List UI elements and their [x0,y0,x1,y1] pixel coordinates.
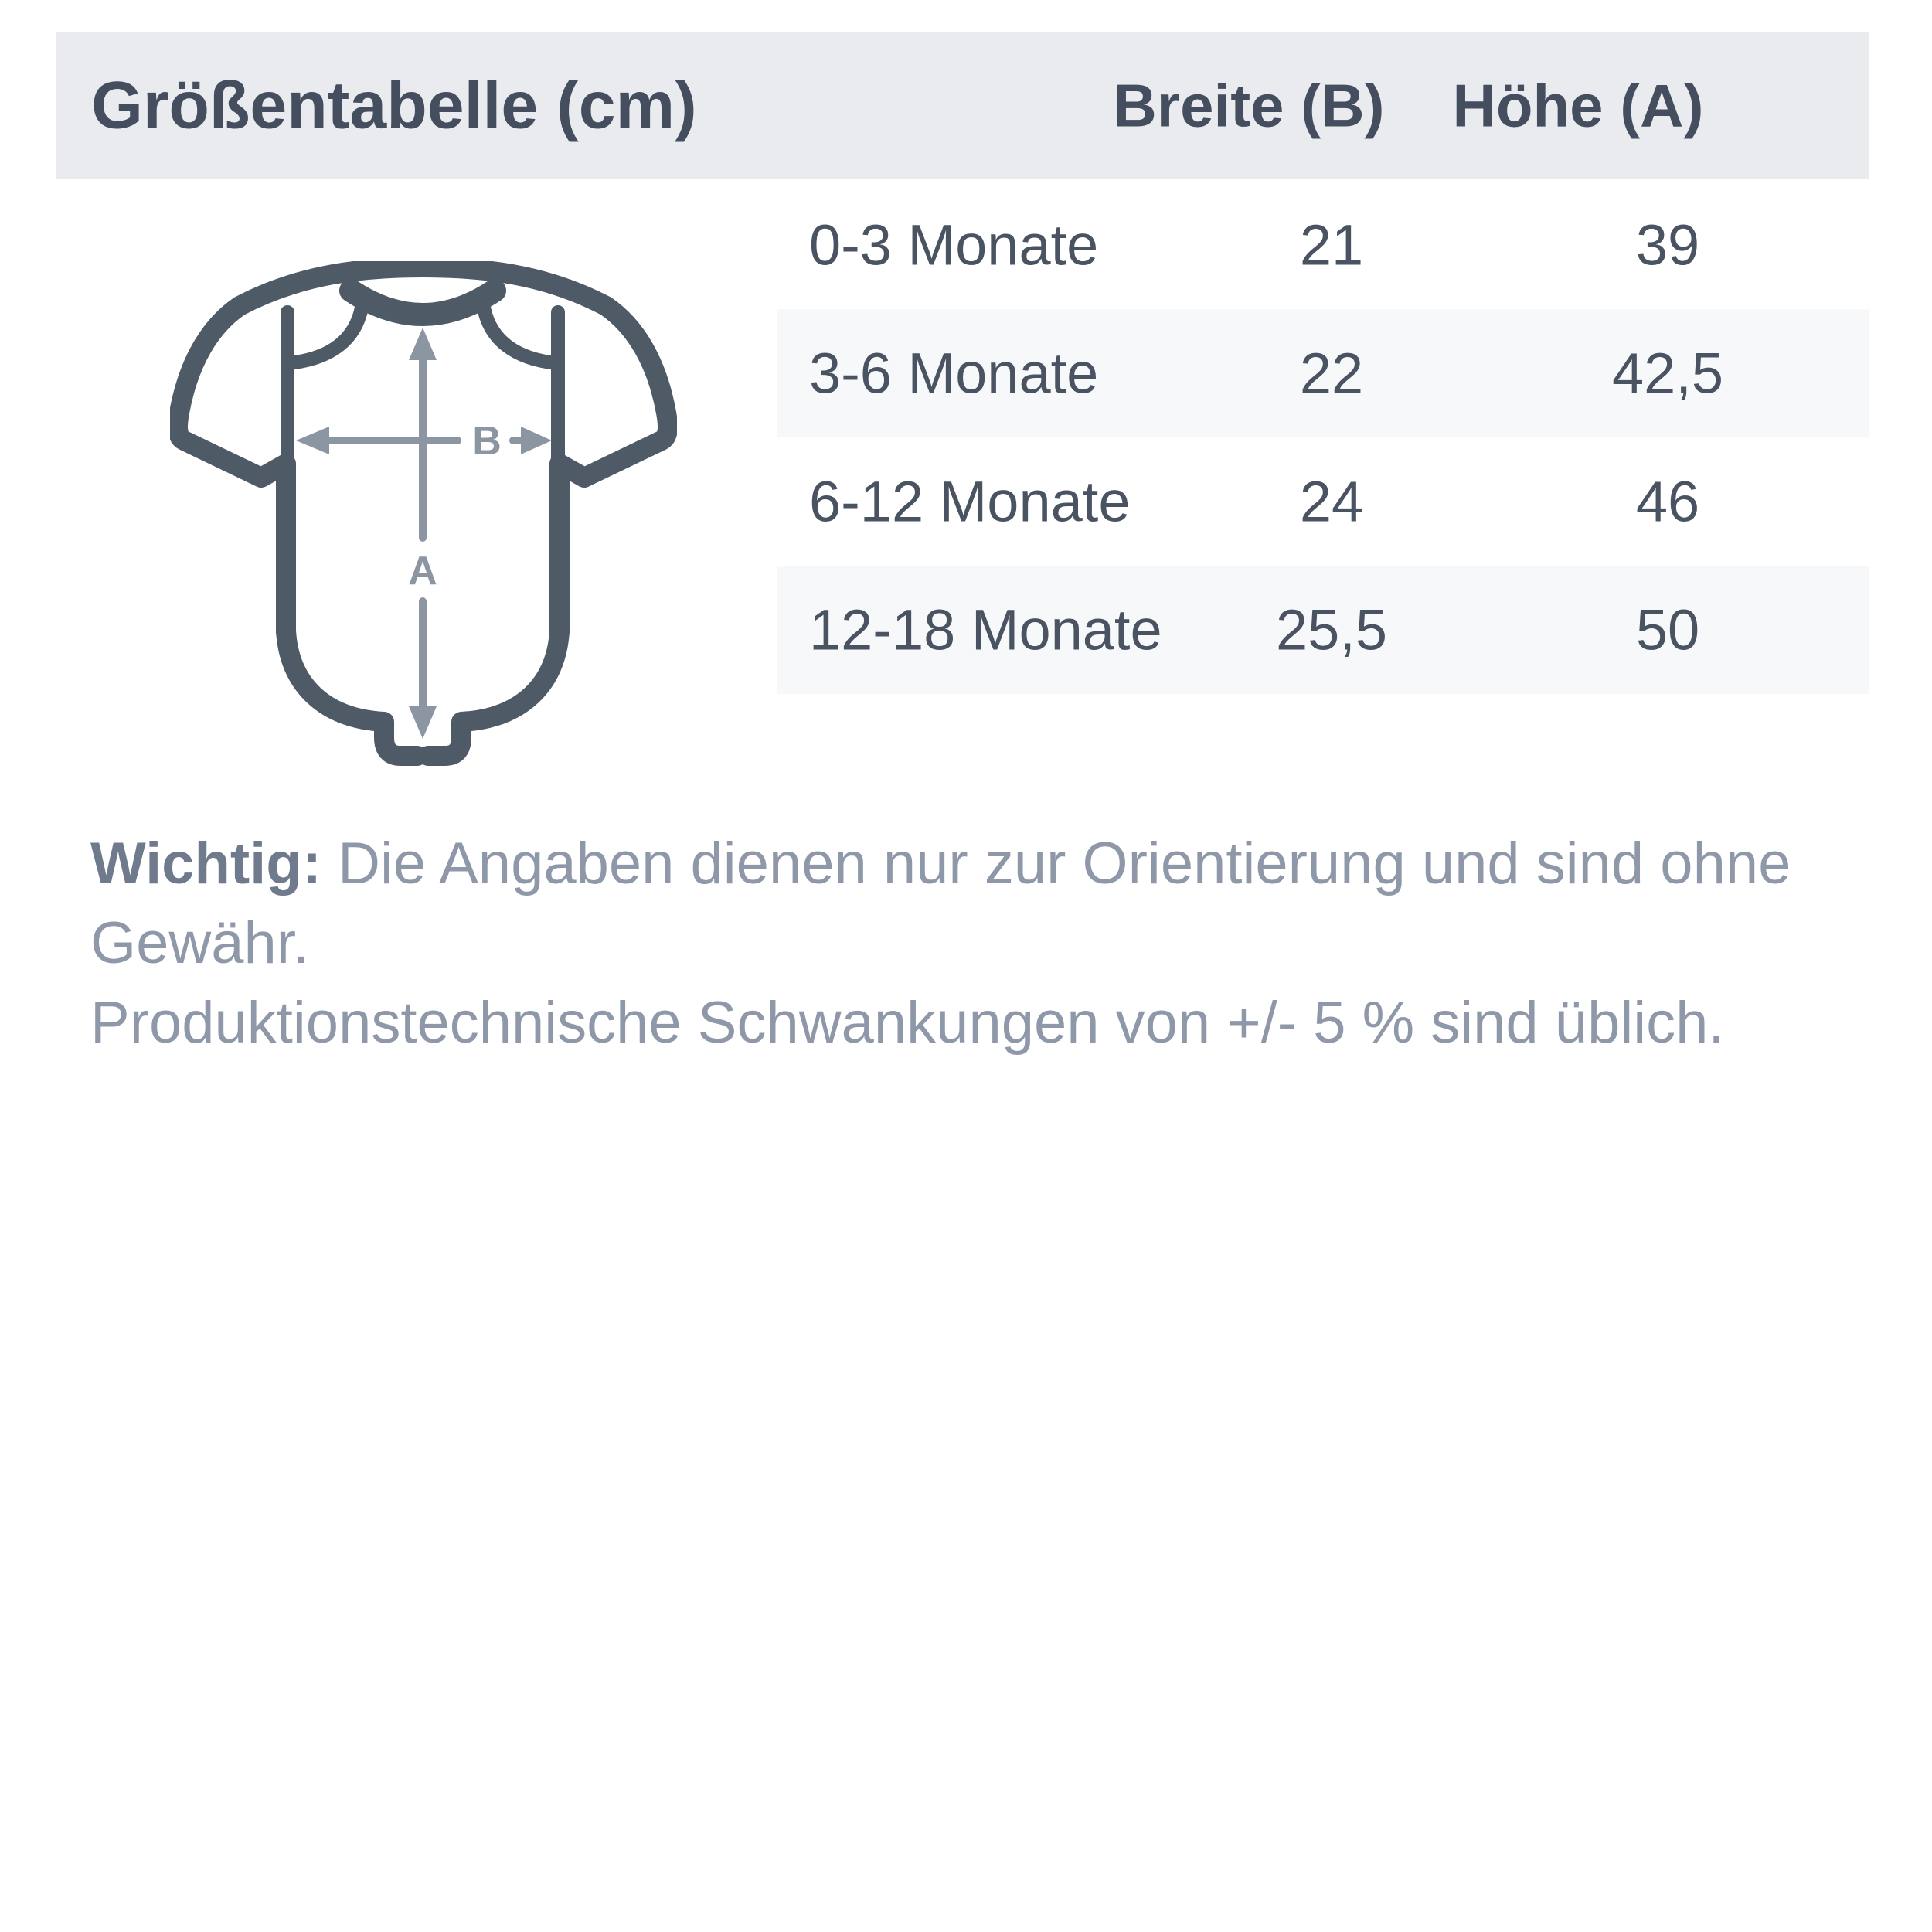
disclaimer-line2: Produktionstechnische Schwankungen von +… [90,990,1725,1056]
disclaimer-lead: Wichtig: [90,831,322,896]
breite-value: 21 [1299,213,1364,277]
right-sleeve [549,296,677,642]
breite-value: 22 [1299,341,1364,406]
left-sleeve [170,296,296,642]
hoehe-value: 50 [1635,597,1700,662]
right-leg-curve [418,621,570,766]
bodysuit-diagram: B A [170,261,677,781]
measure-lines [321,352,528,713]
hoehe-value: 42,5 [1611,341,1724,406]
size-chart-header: Größentabelle (cm) Breite (B) Höhe (A) [56,32,1869,179]
hoehe-value: 46 [1635,469,1700,534]
disclaimer-note: Wichtig: Die Angaben dienen nur zur Orie… [90,824,1868,1063]
height-label-a: A [408,549,437,594]
measure-arrowheads [296,328,552,739]
breite-value: 25,5 [1275,597,1388,662]
arrowhead-down [409,706,437,739]
row-label: 0-3 Monate [809,213,1099,277]
bodysuit-outline [170,261,677,766]
row-label: 6-12 Monate [809,469,1131,534]
left-leg-curve [276,621,427,766]
armhole-seams [281,305,565,469]
size-chart-title: Größentabelle (cm) [91,68,697,143]
table-row: 3-6 Monate 22 42,5 [777,309,1869,437]
collar-band [339,279,506,326]
arrowhead-left [296,427,329,454]
bodysuit-diagram-svg: B A [170,261,677,766]
table-row: 12-18 Monate 25,5 50 [777,566,1869,694]
disclaimer-line1: Wichtig: Die Angaben dienen nur zur Orie… [90,824,1868,983]
arrowhead-right [521,427,552,454]
breite-value: 24 [1299,469,1364,534]
width-label-b: B [472,419,502,464]
left-neck-flap [282,301,369,370]
arrowhead-up [409,328,437,360]
column-header-breite: Breite (B) [1113,71,1385,140]
table-row: 0-3 Monate 21 39 [777,181,1869,309]
row-label: 3-6 Monate [809,341,1099,406]
hoehe-value: 39 [1635,213,1700,277]
disclaimer-line1-text: Die Angaben dienen nur zur Orientierung … [90,831,1791,976]
row-label: 12-18 Monate [809,597,1162,662]
shoulder-arc [230,261,616,316]
right-neck-flap [477,301,563,370]
table-row: 6-12 Monate 24 46 [777,437,1869,566]
column-header-hoehe: Höhe (A) [1452,71,1704,140]
